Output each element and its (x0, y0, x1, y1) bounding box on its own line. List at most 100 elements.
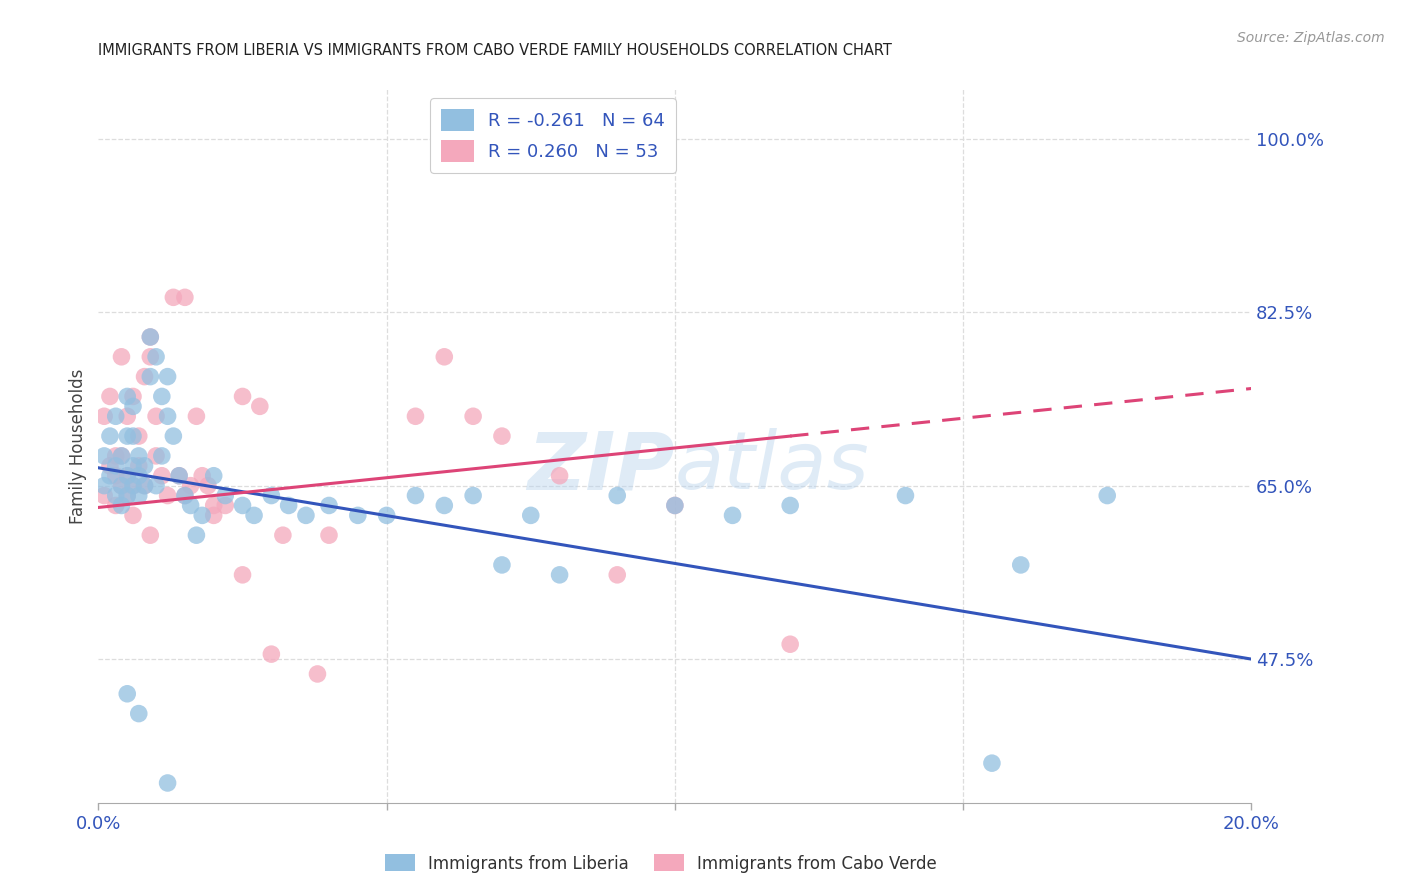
Point (243, 508, 266, 523)
Point (128, 449, 150, 463)
Point (104, 449, 127, 463)
Text: atlas: atlas (675, 428, 870, 507)
Point (664, 499, 686, 513)
Point (606, 489, 628, 503)
Point (128, 468, 150, 483)
Point (186, 409, 208, 424)
Point (104, 409, 127, 424)
Point (375, 508, 398, 523)
Point (93, 449, 115, 463)
Point (433, 350, 456, 364)
Point (128, 706, 150, 721)
Point (606, 567, 628, 582)
Point (93, 409, 115, 424)
Point (104, 499, 127, 513)
Text: Source: ZipAtlas.com: Source: ZipAtlas.com (1237, 31, 1385, 45)
Point (117, 429, 139, 443)
Point (174, 290, 197, 304)
Point (214, 499, 236, 513)
Point (110, 449, 132, 463)
Point (180, 499, 202, 513)
Point (202, 499, 225, 513)
Text: ZIP: ZIP (527, 428, 675, 507)
Point (117, 409, 139, 424)
Point (156, 369, 179, 384)
Point (98, 389, 121, 403)
Point (117, 489, 139, 503)
Point (894, 489, 917, 503)
Point (104, 489, 127, 503)
Point (180, 478, 202, 492)
Point (249, 400, 271, 414)
Point (156, 409, 179, 424)
Point (548, 468, 571, 483)
Point (134, 478, 156, 492)
Point (548, 567, 571, 582)
Point (110, 449, 132, 463)
Point (139, 350, 162, 364)
Point (122, 478, 145, 492)
Point (520, 508, 543, 523)
Point (122, 478, 145, 492)
Point (491, 558, 513, 572)
Point (174, 489, 197, 503)
Point (117, 687, 139, 701)
Point (162, 429, 184, 443)
Point (145, 409, 167, 424)
Point (117, 389, 139, 403)
Point (318, 528, 340, 542)
Point (214, 489, 236, 503)
Point (405, 489, 427, 503)
Point (98, 458, 121, 473)
Point (93, 489, 115, 503)
Point (277, 499, 299, 513)
Point (162, 290, 184, 304)
Point (110, 478, 132, 492)
Point (110, 499, 132, 513)
Point (156, 776, 179, 790)
Point (128, 458, 150, 473)
Point (104, 458, 127, 473)
Point (295, 508, 318, 523)
Text: IMMIGRANTS FROM LIBERIA VS IMMIGRANTS FROM CABO VERDE FAMILY HOUSEHOLDS CORRELAT: IMMIGRANTS FROM LIBERIA VS IMMIGRANTS FR… (98, 43, 893, 58)
Point (134, 478, 156, 492)
Legend: R = -0.261   N = 64, R = 0.260   N = 53: R = -0.261 N = 64, R = 0.260 N = 53 (430, 98, 676, 173)
Point (231, 389, 254, 403)
Point (150, 449, 173, 463)
Point (122, 458, 145, 473)
Point (1010, 558, 1032, 572)
Point (134, 458, 156, 473)
Point (779, 637, 801, 651)
Point (197, 478, 219, 492)
Point (117, 468, 139, 483)
Point (139, 330, 162, 344)
Point (779, 499, 801, 513)
Point (117, 468, 139, 483)
Point (461, 489, 484, 503)
Point (461, 409, 484, 424)
Point (93, 478, 115, 492)
Point (150, 468, 173, 483)
Point (202, 468, 225, 483)
Point (191, 508, 214, 523)
Point (150, 389, 173, 403)
Point (104, 468, 127, 483)
Point (110, 478, 132, 492)
Point (202, 508, 225, 523)
Point (145, 449, 167, 463)
Point (98, 429, 121, 443)
Point (145, 350, 167, 364)
Point (981, 756, 1004, 771)
Legend: Immigrants from Liberia, Immigrants from Cabo Verde: Immigrants from Liberia, Immigrants from… (378, 847, 943, 880)
Point (156, 489, 179, 503)
Point (231, 567, 254, 582)
Point (664, 499, 686, 513)
Point (167, 468, 190, 483)
Point (117, 489, 139, 503)
Point (260, 647, 283, 661)
Point (134, 369, 156, 384)
Point (433, 499, 456, 513)
Y-axis label: Family Households: Family Households (69, 368, 87, 524)
Point (98, 468, 121, 483)
Point (110, 350, 132, 364)
